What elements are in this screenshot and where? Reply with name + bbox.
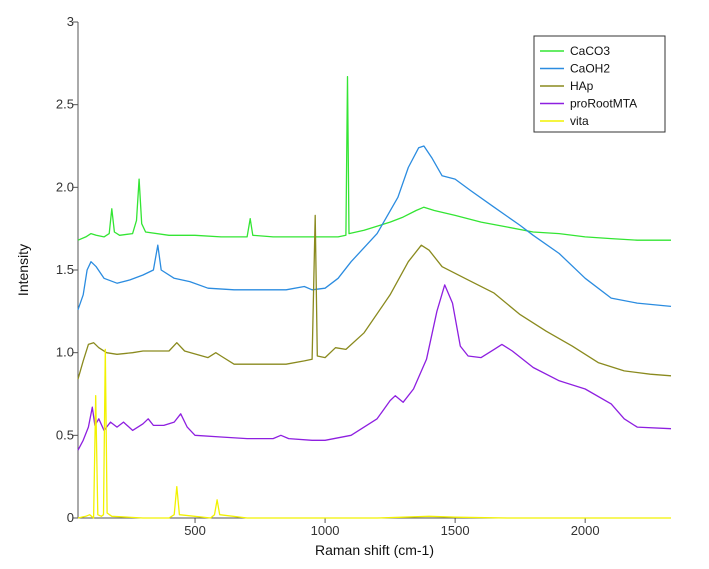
series-layer (77, 75, 672, 519)
legend-label: CaCO3 (570, 44, 610, 58)
y-tick-label: 1.5 (56, 262, 74, 277)
y-tick-label: 1.0 (56, 345, 74, 360)
y-tick-label: 0 (67, 510, 74, 525)
legend: CaCO3 CaOH2 HAp proRootMTA vita (533, 35, 666, 133)
series-line-vita (77, 348, 671, 519)
legend-label: proRootMTA (570, 97, 637, 111)
x-tick-label: 500 (184, 523, 206, 538)
series-line-caco3 (77, 75, 671, 241)
legend-label: vita (570, 114, 589, 128)
y-axis: 0 0.5 1.0 1.5 2.0 2.5 3 (56, 14, 78, 525)
y-tick-label: 2.0 (56, 179, 74, 194)
x-axis-title: Raman shift (cm-1) (315, 542, 434, 558)
x-tick-label: 1000 (311, 523, 340, 538)
y-tick-label: 0.5 (56, 427, 74, 442)
y-tick-label: 2.5 (56, 97, 74, 112)
y-axis-title: Intensity (15, 244, 31, 296)
x-axis: 500 1000 1500 2000 (184, 518, 600, 538)
x-tick-label: 2000 (571, 523, 600, 538)
series-line-prorootmta (77, 284, 672, 451)
legend-label: HAp (570, 79, 594, 93)
y-tick-label: 3 (67, 14, 74, 29)
x-tick-label: 1500 (441, 523, 470, 538)
series-line-hap (77, 214, 672, 380)
legend-box (533, 35, 666, 133)
series-line-caoh2 (77, 145, 672, 310)
legend-label: CaOH2 (570, 62, 610, 76)
